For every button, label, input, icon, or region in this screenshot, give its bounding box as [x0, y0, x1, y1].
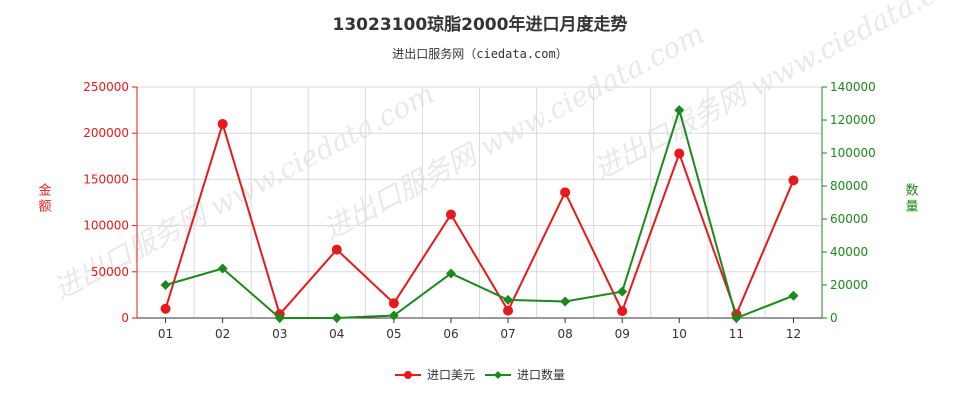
right-axis-tick-label: 40000 [830, 245, 868, 259]
x-axis-tick-label: 03 [272, 327, 287, 341]
data-point-usd [617, 306, 628, 317]
series-line-usd [164, 120, 795, 318]
data-point-usd [388, 298, 399, 309]
data-point-usd [560, 187, 571, 198]
data-point-quantity [731, 313, 742, 323]
watermark-text: 进出口服务网 www.ciedata.com [588, 0, 960, 186]
right-axis-tick-label: 0 [830, 311, 838, 325]
x-axis-tick-label: 04 [329, 327, 344, 341]
data-point-quantity [160, 280, 171, 290]
left-axis-tick-label: 0 [121, 311, 129, 325]
right-axis-tick-label: 100000 [830, 146, 876, 160]
right-axis-tick-label: 60000 [830, 212, 868, 226]
left-axis-tick-label: 200000 [83, 126, 129, 140]
left-axis-title: 金额 [38, 183, 51, 215]
left-axis-tick-label: 50000 [91, 265, 129, 279]
data-point-quantity [788, 290, 799, 301]
right-axis-tick-label: 80000 [830, 179, 868, 193]
data-point-quantity [331, 313, 342, 323]
chart-subtitle: 进出口服务网（ciedata.com） [392, 47, 568, 61]
x-axis-tick-label: 05 [386, 327, 401, 341]
data-point-quantity [617, 286, 628, 297]
data-point-quantity [445, 268, 456, 279]
data-point-usd [445, 209, 456, 220]
x-axis-tick-label: 06 [443, 327, 458, 341]
left-axis-tick-label: 100000 [83, 219, 129, 233]
series-line-quantity [165, 106, 794, 320]
x-axis-tick-label: 01 [158, 327, 173, 341]
chart-title: 13023100琼脂2000年进口月度走势 [332, 15, 628, 35]
right-axis-tick-label: 120000 [830, 113, 876, 127]
data-point-quantity [388, 310, 399, 321]
data-point-usd [674, 148, 685, 159]
data-point-usd [788, 175, 799, 186]
x-axis-tick-label: 08 [557, 327, 572, 341]
x-axis-tick-label: 09 [615, 327, 630, 341]
legend-label: 进口数量 [517, 367, 565, 382]
right-axis-title: 数量 [905, 184, 918, 215]
legend-marker-diamond [494, 371, 502, 379]
data-point-quantity [217, 263, 228, 274]
legend-label: 进口美元 [427, 368, 475, 382]
left-axis-tick-label: 150000 [83, 172, 129, 186]
x-axis-tick-label: 10 [672, 327, 687, 341]
data-point-quantity [274, 313, 285, 323]
data-point-usd [503, 305, 514, 316]
data-point-usd [160, 303, 171, 314]
x-axis-tick-label: 02 [215, 327, 230, 341]
data-point-quantity [674, 105, 685, 116]
data-point-quantity [560, 296, 571, 307]
x-axis-tick-label: 07 [500, 327, 515, 341]
legend-marker-circle [404, 371, 412, 379]
data-point-usd [217, 118, 228, 129]
right-axis-tick-label: 140000 [830, 80, 876, 94]
x-axis-tick-label: 12 [786, 327, 801, 341]
data-point-usd [331, 244, 342, 255]
x-axis-tick-label: 11 [729, 327, 744, 341]
left-axis-tick-label: 250000 [83, 80, 129, 94]
data-point-quantity [503, 294, 514, 305]
right-axis-tick-label: 20000 [830, 278, 868, 292]
